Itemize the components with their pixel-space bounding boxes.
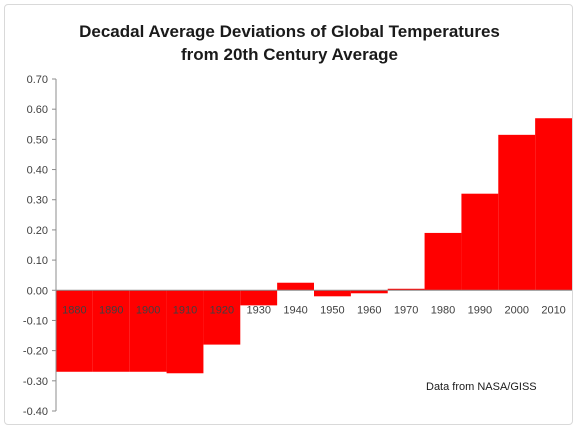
- y-tick-label: 0.30: [27, 195, 48, 207]
- x-category-label: 1940: [283, 304, 307, 316]
- y-tick-label: -0.20: [23, 346, 48, 358]
- y-tick-label: 0.20: [27, 225, 48, 237]
- bar-1900: [129, 290, 167, 372]
- x-category-label: 1890: [99, 304, 123, 316]
- y-tick-label: 0.40: [27, 165, 48, 177]
- data-source-annotation: Data from NASA/GISS: [426, 381, 537, 393]
- x-category-label: 1950: [320, 304, 344, 316]
- y-tick-label: 0.50: [27, 134, 48, 146]
- y-ticks-group: 0.70 0.60 0.50 0.40 0.30 0.20 0.10 0.00 -0.10 -0.…: [23, 74, 56, 418]
- x-category-label: 1900: [136, 304, 160, 316]
- x-category-label: 1920: [210, 304, 234, 316]
- x-category-label: 2010: [541, 304, 565, 316]
- y-tick-label: 0.60: [27, 104, 48, 116]
- chart-title-line-2: from 20th Century Average: [181, 45, 398, 64]
- x-labels-group: 1880 1890 1900 1910 1920 1930 1940 1950 1960 1970…: [62, 304, 566, 316]
- bar-1910: [166, 290, 204, 374]
- chart-title-line-1: Decadal Average Deviations of Global Tem…: [79, 22, 500, 41]
- bar-1950: [314, 290, 351, 297]
- bar-1990: [461, 193, 499, 291]
- x-category-label: 2000: [504, 304, 528, 316]
- y-tick-label: 0.00: [27, 285, 48, 297]
- bar-1890: [92, 290, 130, 372]
- y-tick-label: -0.40: [23, 406, 48, 418]
- x-category-label: 1910: [173, 304, 197, 316]
- y-tick-label: -0.10: [23, 315, 48, 327]
- bar-1980: [424, 232, 462, 291]
- bar-1960: [350, 290, 388, 294]
- bar-2000: [498, 134, 536, 291]
- bar-1940: [277, 282, 314, 291]
- bar-2010: [535, 118, 572, 291]
- y-tick-label: -0.30: [23, 376, 48, 388]
- y-tick-label: 0.10: [27, 255, 48, 267]
- bars-group: [56, 118, 572, 374]
- x-category-label: 1980: [431, 304, 455, 316]
- bar-1920: [203, 290, 241, 345]
- x-category-label: 1930: [246, 304, 270, 316]
- x-category-label: 1960: [357, 304, 381, 316]
- bar-1880: [56, 290, 93, 372]
- x-category-label: 1990: [468, 304, 492, 316]
- y-tick-label: 0.70: [27, 74, 48, 86]
- bar-1970: [387, 288, 425, 291]
- x-category-label: 1970: [394, 304, 418, 316]
- bar-1930: [240, 290, 278, 306]
- x-category-label: 1880: [62, 304, 86, 316]
